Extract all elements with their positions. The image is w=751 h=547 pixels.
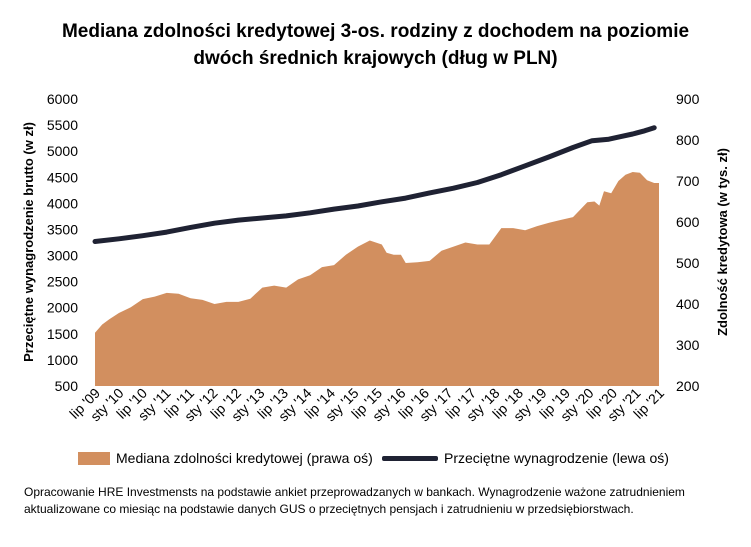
chart-title-line-1: Mediana zdolności kredytowej 3-os. rodzi… [61, 21, 690, 42]
right-axis-label: Zdolność kredytowa (w tys. zł) [715, 148, 730, 336]
left-tick-1500: 1500 [47, 326, 78, 342]
legend-item-salary: Przeciętne wynagrodzenie (lewa oś) [382, 450, 669, 466]
left-tick-500: 500 [55, 378, 79, 394]
legend-item-credit: Mediana zdolności kredytowej (prawa oś) [78, 450, 373, 466]
left-tick-4000: 4000 [47, 195, 78, 211]
left-tick-5000: 5000 [47, 143, 78, 159]
left-tick-6000: 6000 [47, 91, 78, 107]
footnote: Opracowanie HRE Investmensts na podstawi… [24, 485, 685, 516]
chart-title-line-2: dwóch średnich krajowych (dług w PLN) [193, 48, 558, 69]
left-tick-2000: 2000 [47, 300, 78, 316]
right-tick-200: 200 [676, 378, 700, 394]
right-tick-800: 800 [676, 132, 700, 148]
legend-label-salary: Przeciętne wynagrodzenie (lewa oś) [444, 450, 669, 466]
right-tick-300: 300 [676, 337, 700, 353]
credit-capacity-area [95, 172, 659, 386]
left-axis-ticks: 500 1000 1500 2000 2500 3000 3500 4000 4500 5000 5… [47, 91, 78, 394]
right-tick-500: 500 [676, 255, 700, 271]
left-tick-1000: 1000 [47, 352, 78, 368]
legend-swatch-line [382, 455, 438, 461]
legend-swatch-area [78, 451, 110, 465]
legend-label-credit: Mediana zdolności kredytowej (prawa oś) [116, 450, 373, 466]
right-axis-ticks: 200 300 400 500 600 700 800 900 [676, 91, 700, 394]
salary-line [92, 125, 657, 244]
left-tick-5500: 5500 [47, 117, 78, 133]
right-tick-700: 700 [676, 173, 700, 189]
left-tick-2500: 2500 [47, 274, 78, 290]
left-tick-4500: 4500 [47, 169, 78, 185]
right-tick-600: 600 [676, 214, 700, 230]
left-tick-3000: 3000 [47, 248, 78, 264]
chart-title: Mediana zdolności kredytowej 3-os. rodzi… [0, 18, 751, 72]
left-tick-3500: 3500 [47, 222, 78, 238]
right-tick-900: 900 [676, 91, 700, 107]
legend: Mediana zdolności kredytowej (prawa oś) … [78, 450, 698, 472]
right-tick-400: 400 [676, 296, 700, 312]
left-axis-label: Przeciętne wynagrodzenie brutto (w zł) [21, 122, 36, 362]
